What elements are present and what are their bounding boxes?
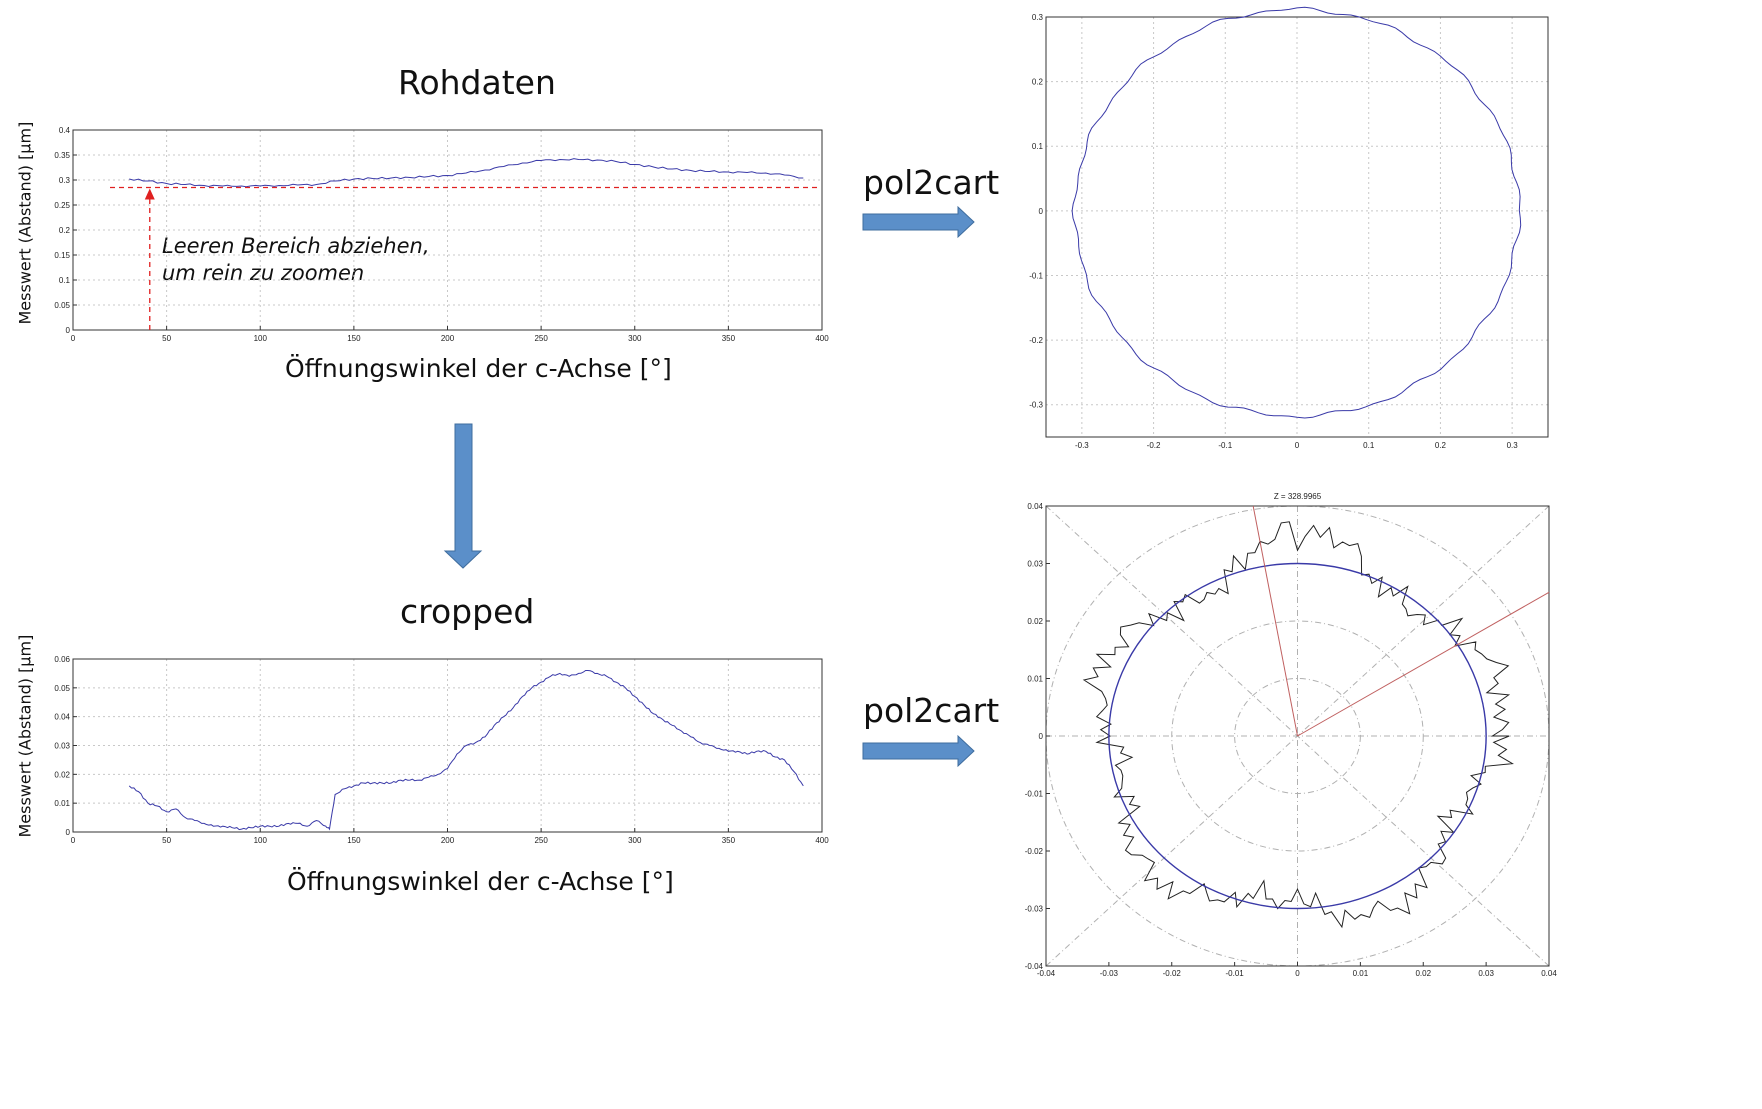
raw-series-line [129, 158, 804, 188]
polar-ytick-label: 0 [1039, 732, 1044, 741]
arrow-down-icon [443, 423, 483, 569]
pol2cart-label-bottom: pol2cart [863, 691, 1000, 730]
cart-xtick-label: 0 [1295, 441, 1300, 450]
cropped-xtick-label: 150 [347, 836, 361, 845]
cropped-xtick-label: 400 [815, 836, 829, 845]
cart-ytick-label: 0 [1039, 207, 1044, 216]
raw-xtick-label: 0 [71, 334, 76, 343]
cart-xtick-label: -0.3 [1075, 441, 1089, 450]
raw-ytick-label: 0.1 [59, 276, 71, 285]
cropped-ytick-label: 0.06 [54, 655, 70, 664]
polar-reference-circle [1108, 562, 1487, 910]
arrow-right-top-icon [862, 205, 975, 239]
raw-ytick-label: 0.4 [59, 126, 71, 135]
cropped-xtick-label: 100 [254, 836, 268, 845]
raw-xtick-label: 300 [628, 334, 642, 343]
polar-xtick-label: -0.01 [1226, 969, 1245, 978]
polar-ytick-label: -0.03 [1025, 905, 1044, 914]
polar-xtick-label: 0.02 [1415, 969, 1431, 978]
cropped-xtick-label: 50 [162, 836, 171, 845]
cart-ytick-label: 0.1 [1032, 142, 1044, 151]
raw-xtick-label: 100 [254, 334, 268, 343]
polar-plot-frame [1045, 505, 1550, 967]
cropped-plot-frame [72, 658, 823, 833]
polar-xtick-label: 0.03 [1478, 969, 1494, 978]
cart-ytick-label: -0.3 [1029, 401, 1043, 410]
raw-xlabel: Öffnungswinkel der c-Achse [°] [285, 354, 672, 383]
cropped-ytick-label: 0.05 [54, 684, 70, 693]
raw-xtick-label: 200 [441, 334, 455, 343]
raw-plot-frame [72, 129, 823, 331]
polar-xtick-label: -0.02 [1163, 969, 1182, 978]
polar-ytick-label: 0.02 [1027, 617, 1043, 626]
title-raw: Rohdaten [398, 63, 556, 102]
polar-ray [1297, 591, 1550, 737]
raw-ytick-label: 0.3 [59, 176, 71, 185]
raw-ytick-label: 0.2 [59, 226, 71, 235]
cropped-xtick-label: 300 [628, 836, 642, 845]
cropped-xtick-label: 250 [534, 836, 548, 845]
cropped-series-line [128, 670, 804, 831]
polar-xtick-label: -0.04 [1037, 969, 1056, 978]
title-cropped: cropped [400, 592, 535, 631]
threshold-arrowhead-icon [144, 188, 155, 200]
cart-curve [1071, 6, 1522, 419]
polar-xtick-label: -0.03 [1100, 969, 1119, 978]
cropped-ytick-label: 0.02 [54, 770, 70, 779]
cropped-xlabel: Öffnungswinkel der c-Achse [°] [287, 867, 674, 896]
polar-ytick-label: -0.04 [1025, 962, 1044, 971]
raw-ytick-label: 0.25 [54, 201, 70, 210]
cart-xtick-label: -0.1 [1218, 441, 1232, 450]
polar-ytick-label: 0.04 [1027, 502, 1043, 511]
raw-xtick-label: 400 [815, 334, 829, 343]
cropped-xtick-label: 350 [722, 836, 736, 845]
cropped-xtick-label: 200 [441, 836, 455, 845]
raw-xtick-label: 150 [347, 334, 361, 343]
annotation-line1: Leeren Bereich abziehen, [162, 234, 430, 258]
polar-xtick-label: 0.04 [1541, 969, 1557, 978]
cart-xtick-label: -0.2 [1147, 441, 1161, 450]
cart-ytick-label: 0.3 [1032, 13, 1044, 22]
cropped-ytick-label: 0.03 [54, 742, 70, 751]
polar-xtick-label: 0 [1295, 969, 1300, 978]
cart-ytick-label: 0.2 [1032, 78, 1044, 87]
cart-xtick-label: 0.3 [1507, 441, 1519, 450]
polar-ytick-label: -0.01 [1025, 790, 1044, 799]
cart-xtick-label: 0.1 [1363, 441, 1375, 450]
raw-xtick-label: 350 [722, 334, 736, 343]
polar-measured-contour [1082, 521, 1514, 929]
raw-ytick-label: 0.05 [54, 301, 70, 310]
pol2cart-label-top: pol2cart [863, 163, 1000, 202]
cart-ytick-label: -0.2 [1029, 336, 1043, 345]
cropped-ytick-label: 0 [66, 828, 71, 837]
cropped-xtick-label: 0 [71, 836, 76, 845]
cart-xtick-label: 0.2 [1435, 441, 1447, 450]
cart-plot-frame [1045, 16, 1549, 438]
polar-ytick-label: -0.02 [1025, 847, 1044, 856]
annotation-line2: um rein zu zoomen [162, 261, 365, 285]
polar-xtick-label: 0.01 [1353, 969, 1369, 978]
polar-ytick-label: 0.03 [1027, 560, 1043, 569]
polar-ytick-label: 0.01 [1027, 675, 1043, 684]
raw-ytick-label: 0.35 [54, 151, 70, 160]
raw-ytick-label: 0 [66, 326, 71, 335]
polar-chart-title: Z = 328.9965 [1274, 492, 1322, 501]
arrow-right-bottom-icon [862, 734, 975, 768]
raw-xtick-label: 250 [534, 334, 548, 343]
raw-ytick-label: 0.15 [54, 251, 70, 260]
cropped-ytick-label: 0.01 [54, 799, 70, 808]
raw-xtick-label: 50 [162, 334, 171, 343]
cropped-ytick-label: 0.04 [54, 713, 70, 722]
cart-ytick-label: -0.1 [1029, 271, 1043, 280]
polar-ray [1252, 505, 1298, 737]
